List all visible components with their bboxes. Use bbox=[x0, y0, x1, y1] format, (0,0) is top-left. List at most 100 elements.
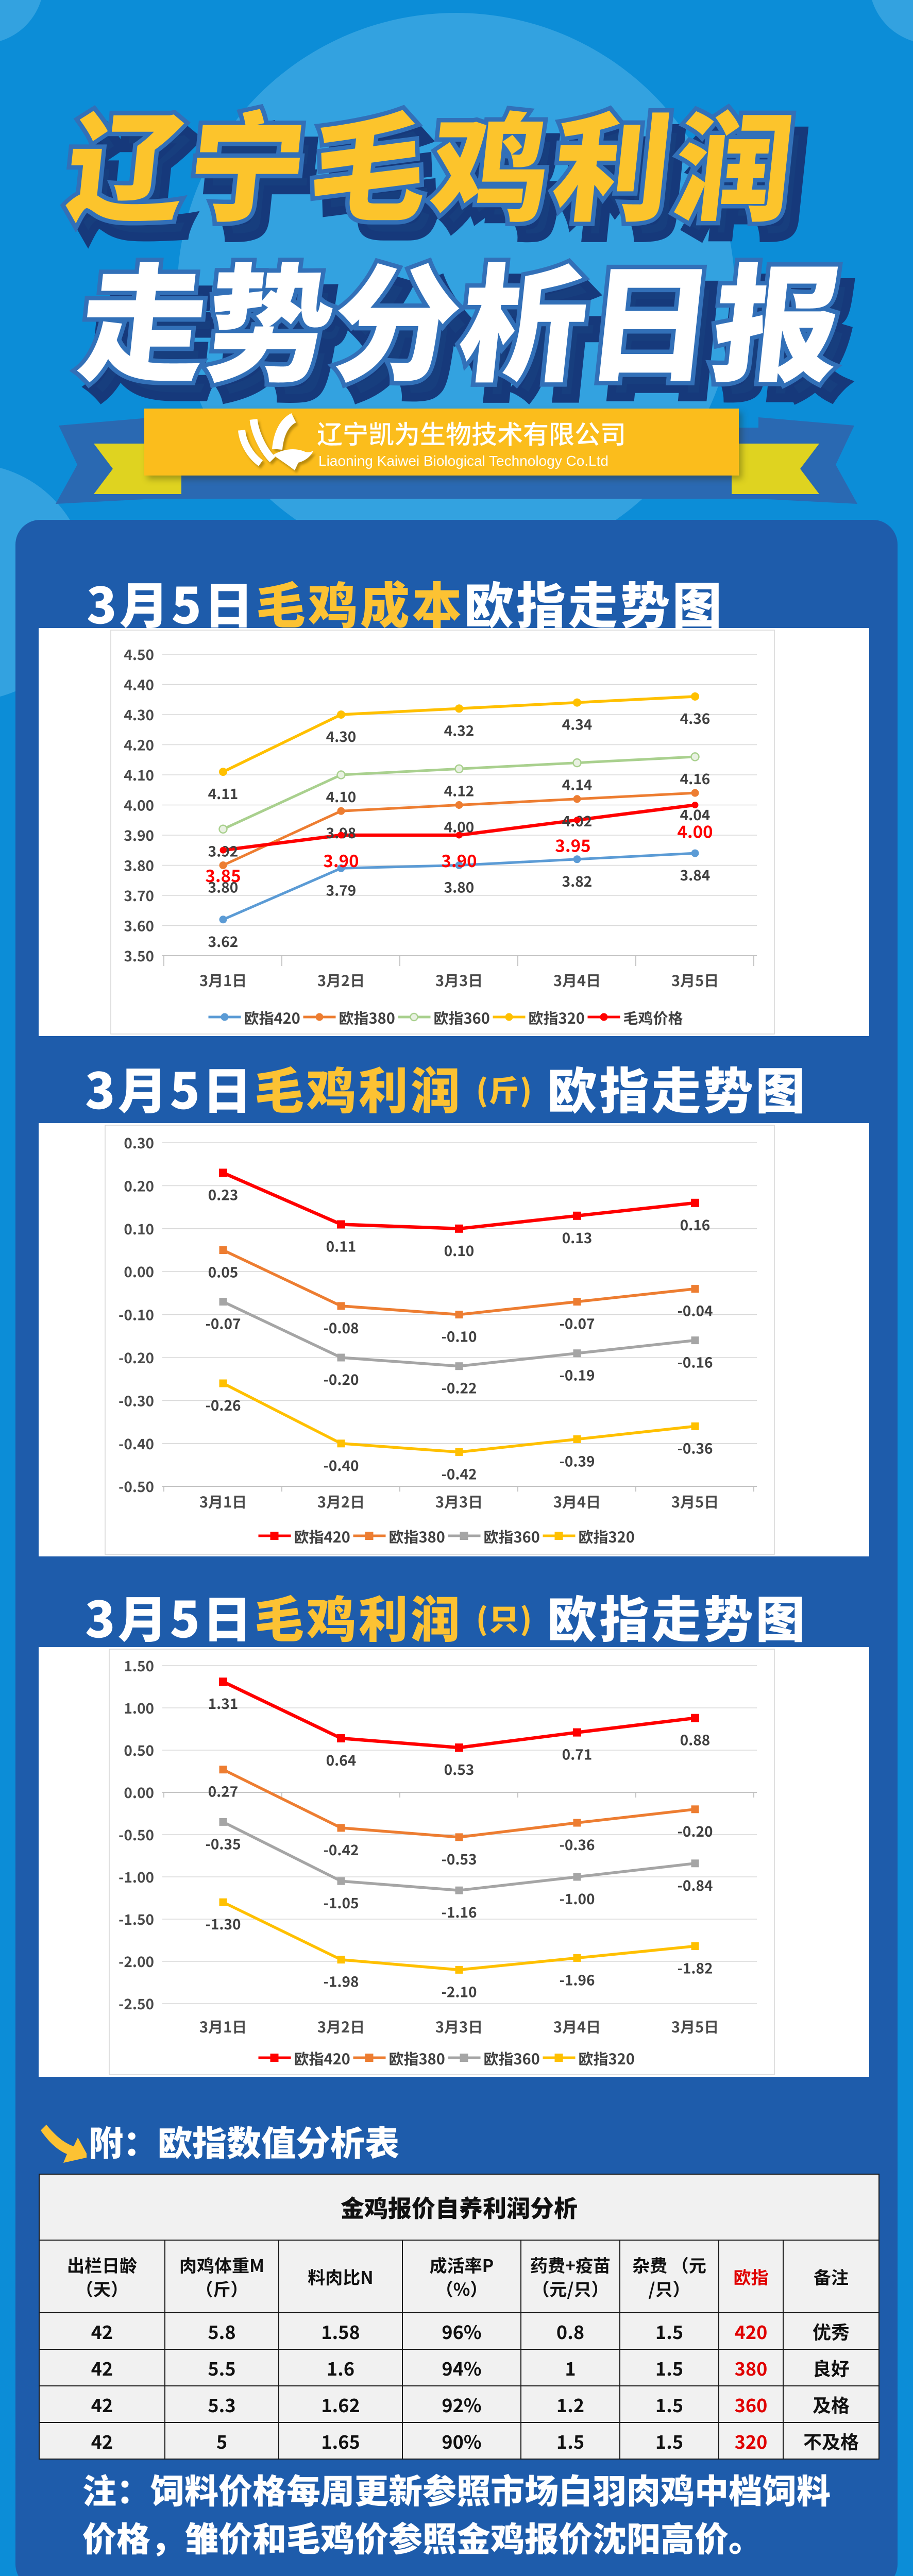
svg-text:4.10: 4.10 bbox=[326, 786, 357, 807]
svg-text:4.30: 4.30 bbox=[326, 726, 357, 747]
svg-text:-0.40: -0.40 bbox=[119, 1433, 154, 1454]
svg-text:-1.30: -1.30 bbox=[205, 1913, 241, 1934]
svg-text:4.16: 4.16 bbox=[680, 768, 711, 789]
svg-text:3.70: 3.70 bbox=[124, 885, 154, 906]
svg-text:3.95: 3.95 bbox=[555, 833, 590, 857]
svg-text:-1.98: -1.98 bbox=[323, 1971, 359, 1992]
svg-text:3月1日: 3月1日 bbox=[199, 2015, 247, 2037]
svg-text:0.11: 0.11 bbox=[326, 1236, 357, 1257]
svg-text:-0.36: -0.36 bbox=[677, 1437, 713, 1458]
svg-text:欧指420: 欧指420 bbox=[244, 1007, 300, 1028]
svg-text:0.20: 0.20 bbox=[124, 1175, 154, 1196]
svg-text:-1.16: -1.16 bbox=[441, 1902, 477, 1922]
svg-text:-0.07: -0.07 bbox=[559, 1313, 595, 1334]
svg-text:-0.20: -0.20 bbox=[119, 1347, 154, 1368]
svg-text:3月5日: 3月5日 bbox=[671, 1490, 719, 1512]
svg-text:3月3日: 3月3日 bbox=[435, 969, 483, 991]
svg-text:毛鸡价格: 毛鸡价格 bbox=[623, 1007, 683, 1028]
svg-text:3月5日: 3月5日 bbox=[671, 2015, 719, 2037]
svg-text:1.50: 1.50 bbox=[124, 1655, 154, 1676]
svg-text:-0.50: -0.50 bbox=[119, 1824, 154, 1845]
svg-text:4.30: 4.30 bbox=[124, 704, 154, 725]
svg-text:3.82: 3.82 bbox=[562, 871, 593, 891]
svg-text:1.00: 1.00 bbox=[124, 1698, 154, 1718]
svg-text:-0.35: -0.35 bbox=[205, 1833, 241, 1854]
svg-text:-0.26: -0.26 bbox=[205, 1395, 241, 1415]
svg-text:4.20: 4.20 bbox=[124, 735, 154, 755]
svg-text:4.50: 4.50 bbox=[124, 644, 154, 665]
svg-text:3.90: 3.90 bbox=[124, 825, 154, 845]
svg-text:欧指320: 欧指320 bbox=[579, 1526, 635, 1547]
svg-text:-1.82: -1.82 bbox=[677, 1958, 713, 1978]
svg-text:欧指360: 欧指360 bbox=[434, 1007, 490, 1028]
svg-text:3.79: 3.79 bbox=[326, 879, 357, 900]
svg-text:欧指360: 欧指360 bbox=[484, 2047, 540, 2069]
svg-text:4.12: 4.12 bbox=[444, 780, 475, 801]
svg-text:-0.22: -0.22 bbox=[441, 1378, 477, 1398]
svg-text:4.00: 4.00 bbox=[124, 795, 154, 816]
svg-text:欧指380: 欧指380 bbox=[389, 1526, 445, 1547]
svg-text:3月4日: 3月4日 bbox=[553, 1490, 601, 1512]
svg-text:0.23: 0.23 bbox=[208, 1184, 239, 1205]
svg-text:-2.00: -2.00 bbox=[119, 1951, 154, 1972]
svg-text:辽宁凯为生物技术有限公司: 辽宁凯为生物技术有限公司 bbox=[317, 414, 626, 451]
svg-text:-1.96: -1.96 bbox=[559, 1969, 595, 1990]
svg-text:-0.20: -0.20 bbox=[677, 1821, 713, 1841]
svg-text:3月4日: 3月4日 bbox=[553, 969, 601, 991]
svg-text:3月1日: 3月1日 bbox=[199, 969, 247, 991]
svg-text:0.16: 0.16 bbox=[680, 1214, 711, 1235]
svg-text:4.00: 4.00 bbox=[677, 819, 713, 843]
svg-text:-0.16: -0.16 bbox=[677, 1352, 713, 1372]
svg-text:-1.50: -1.50 bbox=[119, 1909, 154, 1929]
svg-text:-1.00: -1.00 bbox=[559, 1888, 595, 1909]
svg-text:0.53: 0.53 bbox=[444, 1759, 475, 1780]
svg-text:4.14: 4.14 bbox=[562, 774, 593, 795]
svg-text:3.62: 3.62 bbox=[208, 931, 239, 952]
svg-text:-0.08: -0.08 bbox=[323, 1317, 359, 1338]
svg-text:欧指380: 欧指380 bbox=[389, 2047, 445, 2069]
svg-text:3月2日: 3月2日 bbox=[317, 2015, 365, 2037]
svg-text:欧指360: 欧指360 bbox=[484, 1526, 540, 1547]
svg-text:4.34: 4.34 bbox=[562, 714, 593, 735]
svg-text:-0.84: -0.84 bbox=[677, 1875, 713, 1895]
svg-text:-0.04: -0.04 bbox=[677, 1300, 713, 1321]
svg-text:-0.07: -0.07 bbox=[205, 1313, 241, 1334]
svg-text:0.88: 0.88 bbox=[680, 1730, 711, 1750]
svg-text:3.85: 3.85 bbox=[205, 862, 241, 887]
svg-text:0.64: 0.64 bbox=[326, 1750, 357, 1770]
svg-text:3月3日: 3月3日 bbox=[435, 1490, 483, 1512]
svg-text:3.84: 3.84 bbox=[680, 865, 711, 885]
svg-text:欧指380: 欧指380 bbox=[339, 1007, 395, 1028]
svg-text:欧指420: 欧指420 bbox=[294, 1526, 350, 1547]
svg-text:0.27: 0.27 bbox=[208, 1781, 239, 1802]
svg-text:3月4日: 3月4日 bbox=[553, 2015, 601, 2037]
svg-text:3月1日: 3月1日 bbox=[199, 1490, 247, 1512]
svg-text:-0.30: -0.30 bbox=[119, 1390, 154, 1411]
svg-text:-0.39: -0.39 bbox=[559, 1451, 595, 1471]
svg-text:-2.50: -2.50 bbox=[119, 1993, 154, 2014]
svg-text:4.40: 4.40 bbox=[124, 674, 154, 695]
svg-text:3月3日: 3月3日 bbox=[435, 2015, 483, 2037]
svg-text:-1.00: -1.00 bbox=[119, 1867, 154, 1887]
svg-text:欧指320: 欧指320 bbox=[529, 1007, 585, 1028]
svg-text:0.05: 0.05 bbox=[208, 1262, 239, 1282]
svg-text:0.13: 0.13 bbox=[562, 1227, 593, 1248]
svg-text:-0.19: -0.19 bbox=[559, 1365, 595, 1385]
svg-text:3月5日: 3月5日 bbox=[671, 969, 719, 991]
svg-text:欧指420: 欧指420 bbox=[294, 2047, 350, 2069]
svg-text:-0.50: -0.50 bbox=[119, 1476, 154, 1497]
svg-text:0.30: 0.30 bbox=[124, 1132, 154, 1153]
svg-text:-1.05: -1.05 bbox=[323, 1892, 359, 1913]
svg-text:0.10: 0.10 bbox=[124, 1218, 154, 1239]
svg-text:3.90: 3.90 bbox=[441, 848, 477, 872]
svg-text:1.31: 1.31 bbox=[208, 1693, 239, 1714]
svg-text:-0.36: -0.36 bbox=[559, 1834, 595, 1855]
svg-text:4.10: 4.10 bbox=[124, 765, 154, 785]
svg-text:0.00: 0.00 bbox=[124, 1782, 154, 1803]
svg-text:3.80: 3.80 bbox=[124, 855, 154, 876]
svg-text:4.32: 4.32 bbox=[444, 720, 475, 740]
svg-text:3.80: 3.80 bbox=[208, 877, 239, 897]
svg-text:3月2日: 3月2日 bbox=[317, 1490, 365, 1512]
svg-text:4.36: 4.36 bbox=[680, 708, 711, 728]
svg-text:-0.40: -0.40 bbox=[323, 1455, 359, 1476]
